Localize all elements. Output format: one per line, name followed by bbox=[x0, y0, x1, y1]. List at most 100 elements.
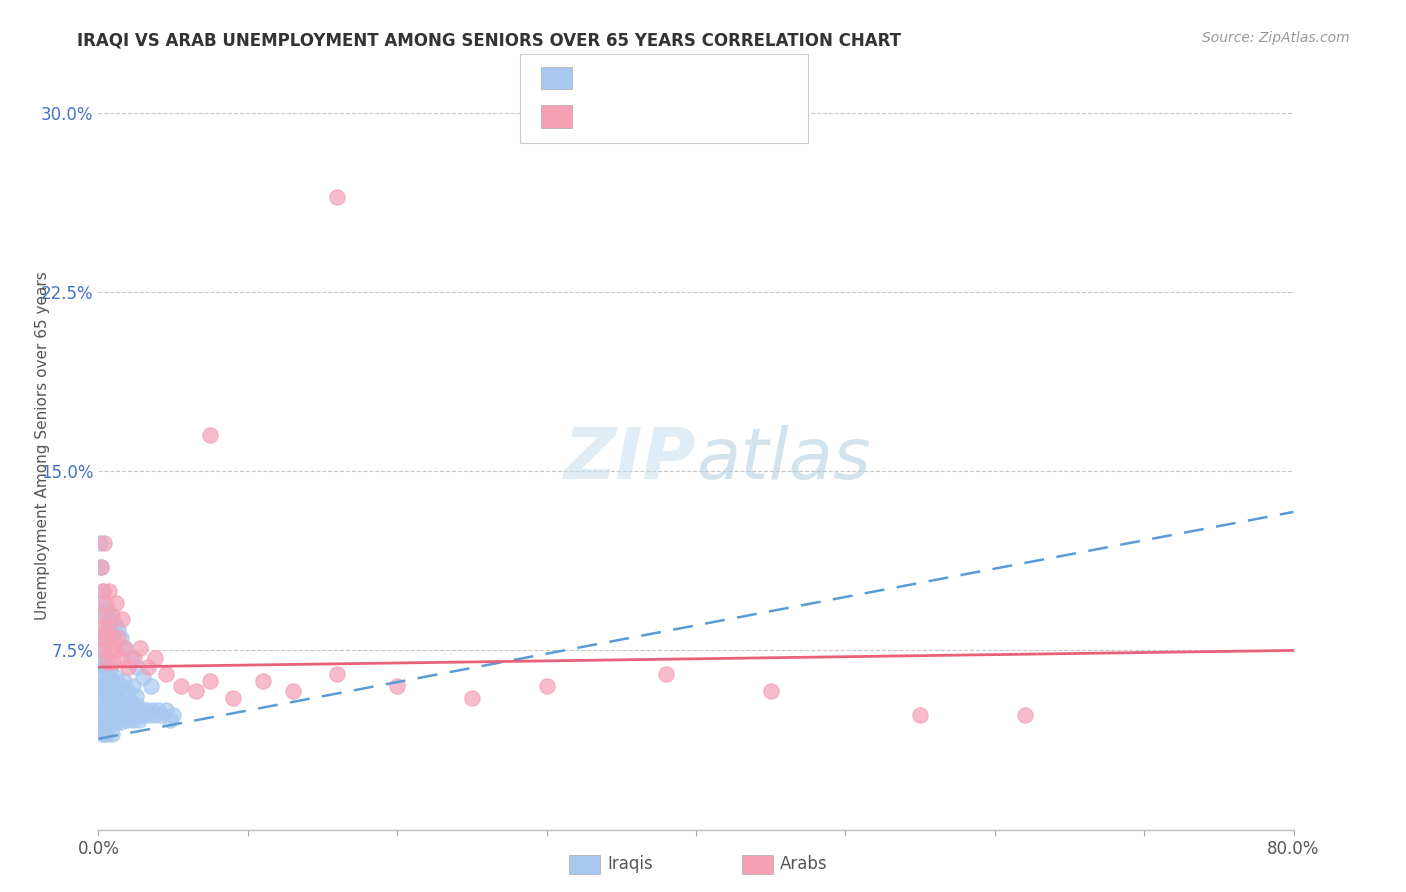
Point bbox=[105, 670, 128, 684]
Text: atlas: atlas bbox=[696, 425, 870, 494]
Point bbox=[101, 691, 124, 706]
Point bbox=[94, 619, 117, 633]
Text: ZIP: ZIP bbox=[564, 425, 696, 494]
Point bbox=[121, 713, 143, 727]
Point bbox=[112, 641, 135, 656]
Point bbox=[91, 667, 114, 681]
Point bbox=[105, 691, 128, 706]
Point bbox=[104, 617, 127, 632]
Point bbox=[908, 707, 931, 722]
Point bbox=[101, 607, 124, 622]
Point bbox=[110, 632, 132, 646]
Point bbox=[101, 727, 124, 741]
Point bbox=[127, 698, 149, 713]
Point bbox=[89, 691, 111, 706]
Point bbox=[91, 643, 114, 657]
Point bbox=[89, 632, 111, 646]
Point bbox=[132, 670, 155, 684]
Point bbox=[94, 596, 117, 610]
Point bbox=[112, 707, 135, 722]
Point bbox=[155, 703, 177, 717]
Point bbox=[184, 684, 207, 698]
Point bbox=[91, 596, 114, 610]
Point bbox=[96, 684, 118, 698]
Point bbox=[200, 428, 222, 442]
Point bbox=[97, 612, 120, 626]
Point bbox=[120, 650, 142, 665]
Point bbox=[103, 656, 125, 670]
Point bbox=[89, 643, 111, 657]
Point bbox=[141, 703, 163, 717]
Point bbox=[104, 643, 127, 657]
Text: Unemployment Among Seniors over 65 years: Unemployment Among Seniors over 65 years bbox=[35, 272, 49, 620]
Point bbox=[110, 679, 132, 693]
Point bbox=[101, 626, 124, 640]
Point bbox=[91, 691, 114, 706]
Text: Iraqis: Iraqis bbox=[607, 855, 654, 873]
Point bbox=[107, 622, 129, 636]
Point bbox=[90, 679, 112, 693]
Point bbox=[93, 607, 115, 622]
Point bbox=[104, 703, 127, 717]
Point bbox=[112, 674, 135, 689]
Point bbox=[143, 650, 166, 665]
Point bbox=[94, 703, 117, 717]
Point bbox=[111, 703, 134, 717]
Point bbox=[125, 707, 148, 722]
Point bbox=[132, 707, 155, 722]
Point bbox=[93, 536, 115, 550]
Point bbox=[281, 684, 304, 698]
Point bbox=[326, 667, 349, 681]
Point bbox=[90, 656, 112, 670]
Point bbox=[169, 679, 191, 693]
Point bbox=[1014, 707, 1036, 722]
Point bbox=[117, 660, 139, 674]
Point bbox=[461, 691, 484, 706]
Point bbox=[97, 691, 120, 706]
Point bbox=[128, 713, 150, 727]
Point bbox=[222, 691, 245, 706]
Point bbox=[91, 583, 114, 598]
Point bbox=[96, 656, 118, 670]
Point bbox=[97, 619, 120, 633]
Point bbox=[98, 663, 122, 677]
Point bbox=[120, 698, 142, 713]
Point bbox=[94, 632, 117, 646]
Point bbox=[159, 713, 181, 727]
Point bbox=[105, 715, 128, 730]
Point bbox=[110, 715, 132, 730]
Point bbox=[162, 707, 184, 722]
Point bbox=[107, 632, 129, 646]
Point bbox=[200, 674, 222, 689]
Point bbox=[94, 660, 117, 674]
Text: R = 0.079   N = 88: R = 0.079 N = 88 bbox=[581, 69, 751, 87]
Point bbox=[89, 715, 111, 730]
Point bbox=[90, 559, 112, 574]
Point bbox=[93, 679, 115, 693]
Point bbox=[115, 684, 138, 698]
Point bbox=[111, 612, 134, 626]
Point bbox=[101, 691, 124, 706]
Point bbox=[114, 641, 136, 656]
Point bbox=[93, 650, 115, 665]
Point bbox=[91, 583, 114, 598]
Point bbox=[118, 693, 141, 707]
Point bbox=[96, 603, 118, 617]
Text: IRAQI VS ARAB UNEMPLOYMENT AMONG SENIORS OVER 65 YEARS CORRELATION CHART: IRAQI VS ARAB UNEMPLOYMENT AMONG SENIORS… bbox=[77, 31, 901, 49]
Point bbox=[103, 715, 125, 730]
Point bbox=[138, 707, 160, 722]
Point bbox=[97, 583, 120, 598]
Point bbox=[385, 679, 409, 693]
Point bbox=[103, 679, 125, 693]
Point bbox=[89, 536, 111, 550]
Point bbox=[98, 703, 122, 717]
Point bbox=[91, 727, 114, 741]
Point bbox=[97, 672, 120, 686]
Point bbox=[139, 679, 162, 693]
Point bbox=[105, 596, 128, 610]
Text: R = 0.032   N = 42: R = 0.032 N = 42 bbox=[581, 107, 751, 125]
Point bbox=[124, 703, 146, 717]
Point bbox=[90, 607, 112, 622]
Point bbox=[121, 679, 143, 693]
Point bbox=[129, 703, 152, 717]
